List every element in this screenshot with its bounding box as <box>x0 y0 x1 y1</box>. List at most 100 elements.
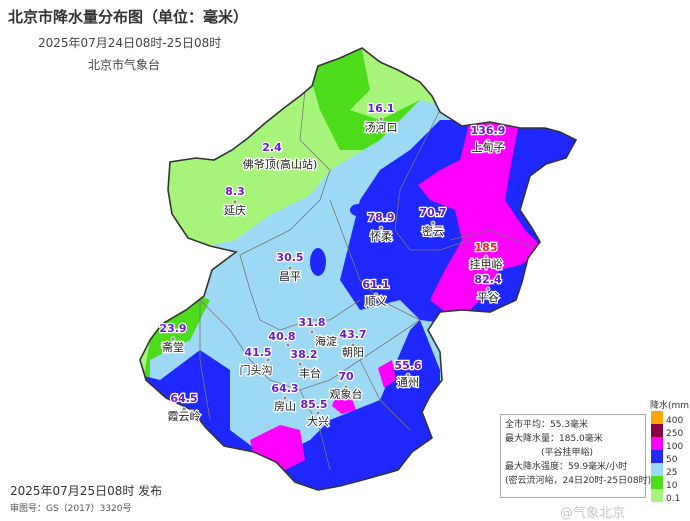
station-name: 挂甲峪 <box>470 257 503 271</box>
station-value: 61.1 <box>362 278 389 291</box>
station-12: 40.8 <box>267 329 297 348</box>
agency-name: 北京市气象台 <box>88 58 161 72</box>
station-name: 延庆 <box>224 203 246 217</box>
station-name: 怀柔 <box>370 230 392 243</box>
station-value: 30.5 <box>276 251 303 264</box>
station-7: 82.4 平谷 <box>473 272 503 306</box>
station-dot-icon <box>378 225 384 231</box>
station-dot-icon <box>485 138 491 144</box>
station-6: 185 挂甲峪 <box>468 240 504 273</box>
station-dot-icon <box>285 342 291 348</box>
station-dot-icon <box>309 329 315 335</box>
station-layer: 16.1 汤河口 2.4 佛爷顶(高山站) 8.3 延庆 78.9 怀柔 70.7 密云 136.9… <box>158 101 506 430</box>
station-11: 31.8 海淀 <box>297 315 338 350</box>
station-value: 43.7 <box>339 328 366 341</box>
station-value: 64.3 <box>271 382 298 395</box>
region-100-250mm-daxing <box>332 398 356 414</box>
legend-swatch <box>651 437 663 450</box>
region-50-100mm-changping <box>310 248 326 276</box>
station-value: 23.9 <box>159 322 186 335</box>
station-18: 64.3 房山 <box>270 381 300 415</box>
station-8: 30.5 昌平 <box>275 250 305 285</box>
station-dot-icon <box>297 361 303 367</box>
station-dot-icon <box>405 372 411 378</box>
station-dot-icon <box>485 286 491 292</box>
station-5: 136.9 上甸子 <box>469 123 506 156</box>
station-name: 汤河口 <box>365 120 398 134</box>
max-precip-site: (平谷挂甲峪) <box>541 448 594 458</box>
station-name: 斋堂 <box>162 340 184 354</box>
station-dot-icon <box>378 116 384 122</box>
station-dot-icon <box>350 342 356 348</box>
legend-swatch <box>651 411 663 424</box>
watermark: @气象北京 <box>560 506 626 521</box>
station-dot-icon <box>373 292 379 298</box>
station-name: 通州 <box>397 376 419 389</box>
legend-label: 100 <box>666 442 684 452</box>
legend-swatch <box>651 476 663 489</box>
station-name: 顺义 <box>365 295 387 308</box>
legend-title: 降水(mm) <box>650 401 690 411</box>
station-name: 朝阳 <box>342 346 364 359</box>
legend-swatch <box>651 463 663 476</box>
station-value: 16.1 <box>367 102 394 115</box>
region-100-250mm <box>418 118 545 312</box>
station-name: 房山 <box>274 400 296 413</box>
station-value: 78.9 <box>367 211 394 224</box>
district-boundaries <box>199 89 541 471</box>
station-20: 64.5 霞云岭 <box>166 391 202 425</box>
station-value: 41.5 <box>244 346 271 359</box>
station-value: 85.5 <box>300 398 327 411</box>
legend-label: 250 <box>666 429 684 439</box>
station-1: 2.4 佛爷顶(高山站) <box>241 140 318 173</box>
legend-label: 50 <box>666 455 678 465</box>
max-intensity: 最大降水强度：59.9毫米/小时 <box>505 462 628 472</box>
station-value: 185 <box>475 241 498 254</box>
station-dot-icon <box>181 406 187 412</box>
map-approval-number: 审图号：GS（2017）3320号 <box>10 504 132 514</box>
station-dot-icon <box>282 395 288 401</box>
station-dot-icon <box>315 410 321 416</box>
region-100-250mm-tongzhou <box>378 360 396 388</box>
station-value: 38.2 <box>290 348 317 361</box>
station-name: 平谷 <box>477 291 499 304</box>
station-name: 佛爷顶(高山站) <box>243 157 318 171</box>
station-4: 70.7 密云 <box>418 205 448 240</box>
station-name: 观象台 <box>330 387 363 401</box>
station-dot-icon <box>430 220 436 226</box>
legend-swatch <box>651 489 663 502</box>
station-value: 64.5 <box>170 392 197 405</box>
station-dot-icon <box>232 199 238 205</box>
summary-box: 全市平均：55.3毫米 最大降水量：185.0毫米 (平谷挂甲峪) 最大降水强度… <box>500 414 652 498</box>
station-value: 40.8 <box>268 330 295 343</box>
station-dot-icon <box>265 357 271 363</box>
station-10: 23.9 斋堂 <box>158 321 188 356</box>
station-dot-icon <box>269 155 275 161</box>
station-value: 136.9 <box>471 124 506 137</box>
station-15: 43.7 朝阳 <box>338 327 368 361</box>
issue-time: 2025年07月25日08时 发布 <box>10 484 163 498</box>
station-name: 上甸子 <box>472 141 505 154</box>
station-value: 2.4 <box>262 141 282 154</box>
station-17: 70 观象台 <box>328 369 364 403</box>
station-2: 8.3 延庆 <box>223 184 248 219</box>
map-title: 北京市降水量分布图（单位：毫米） <box>8 8 249 26</box>
station-value: 55.6 <box>394 359 421 372</box>
station-3: 78.9 怀柔 <box>366 210 396 245</box>
station-name: 大兴 <box>307 414 329 428</box>
station-value: 70.7 <box>419 206 446 219</box>
station-value: 82.4 <box>474 273 501 286</box>
station-name: 密云 <box>422 224 444 238</box>
legend-label: 400 <box>666 416 684 426</box>
station-9: 61.1 顺义 <box>361 277 391 310</box>
station-value: 70 <box>338 370 354 383</box>
station-dot-icon <box>483 254 489 260</box>
max-intensity-site: (密云流河峪，24日20时-25日08时) <box>505 476 652 486</box>
legend-swatch <box>651 424 663 437</box>
legend-label: 25 <box>666 468 678 478</box>
legend-color-bar <box>651 411 663 502</box>
station-14: 38.2 丰台 <box>289 347 322 382</box>
max-precip: 最大降水量：185.0毫米 <box>505 434 603 444</box>
station-name: 门头沟 <box>240 363 273 377</box>
